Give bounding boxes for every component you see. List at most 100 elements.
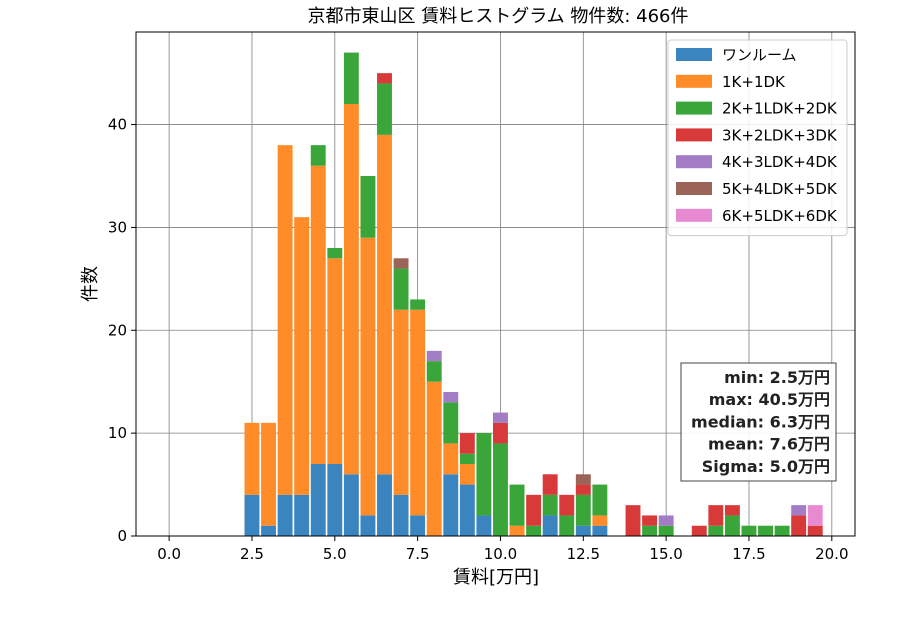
bar-segment <box>542 515 558 536</box>
bar-segment <box>642 525 658 536</box>
legend-swatch <box>676 182 712 195</box>
bar-segment <box>426 361 442 382</box>
bar-segment <box>724 505 740 516</box>
y-axis-ticks: 0 10 20 30 40 <box>108 116 136 545</box>
bar-segment <box>526 525 542 536</box>
y-tick-label: 20 <box>108 321 127 339</box>
legend-label: 2K+1LDK+2DK <box>722 100 838 118</box>
bar-segment <box>625 505 641 536</box>
bar-segment <box>575 494 591 526</box>
bar-segment <box>658 525 674 536</box>
bar-segment <box>807 505 823 526</box>
bar-segment <box>791 505 807 516</box>
bar-segment <box>327 464 343 536</box>
bar-segment <box>575 474 591 485</box>
bar-segment <box>774 525 790 536</box>
stats-box: min: 2.5万円 max: 40.5万円 median: 6.3万円 mean: … <box>680 362 837 482</box>
y-tick-label: 0 <box>117 527 127 545</box>
stats-line: Sigma: 5.0万円 <box>702 457 830 476</box>
bar-segment <box>393 494 409 536</box>
bar-segment <box>476 515 492 536</box>
legend-label: 4K+3LDK+4DK <box>722 153 838 171</box>
bar-segment <box>410 299 426 310</box>
legend-label: 3K+2LDK+3DK <box>722 126 838 144</box>
bar-segment <box>443 402 459 444</box>
bar-segment <box>493 422 508 444</box>
bar-segment <box>592 525 608 536</box>
bar-segment <box>310 165 326 464</box>
legend-frame <box>667 39 848 237</box>
x-tick-label: 2.5 <box>240 545 264 563</box>
bar-segment <box>542 474 558 495</box>
bar-segment <box>377 73 392 84</box>
bar-segment <box>294 217 310 495</box>
bar-segment <box>575 484 591 495</box>
x-tick-label: 17.5 <box>732 545 765 563</box>
bar-segment <box>393 258 409 269</box>
bar-segment <box>443 443 459 475</box>
bar-segment <box>410 309 426 516</box>
legend-label: 5K+4LDK+5DK <box>722 180 838 198</box>
bar-segment <box>360 237 376 516</box>
bar-segment <box>343 104 359 475</box>
y-axis-title: 件数 <box>80 266 101 302</box>
bar-segment <box>294 494 310 536</box>
stats-frame <box>680 362 837 482</box>
bar-segment <box>360 515 376 536</box>
legend-swatch <box>676 208 712 222</box>
bar-segment <box>360 176 376 238</box>
bar-segment <box>658 515 674 526</box>
x-axis-ticks: 0.0 2.5 5.0 7.5 10.0 12.5 15.0 17.5 20.0 <box>157 536 849 563</box>
bar-segment <box>459 433 475 454</box>
bar-segment <box>493 412 508 423</box>
bar-segment <box>393 309 409 495</box>
bar-segment <box>592 484 608 516</box>
bar-segment <box>410 515 426 536</box>
y-tick-label: 10 <box>108 424 127 442</box>
bar-segment <box>476 433 492 516</box>
x-axis-title: 賃料[万円] <box>453 567 539 588</box>
bar-segment <box>443 392 459 403</box>
bar-segment <box>807 525 823 536</box>
stats-line: max: 40.5万円 <box>709 390 830 409</box>
bars <box>244 52 823 536</box>
bar-segment <box>708 505 724 526</box>
bar-segment <box>642 515 658 526</box>
x-tick-label: 0.0 <box>157 545 181 563</box>
bar-segment <box>542 494 558 516</box>
bar-segment <box>327 258 343 464</box>
bar-segment <box>741 525 757 536</box>
bar-segment <box>426 350 442 362</box>
bar-segment <box>575 525 591 536</box>
legend-label: 1K+1DK <box>722 73 786 91</box>
bar-segment <box>509 484 525 526</box>
x-tick-label: 15.0 <box>649 545 682 563</box>
bar-segment <box>244 494 260 536</box>
bar-segment <box>310 145 326 166</box>
legend-label: ワンルーム <box>722 46 797 64</box>
legend-swatch <box>676 155 712 169</box>
legend-swatch <box>676 128 712 142</box>
bar-segment <box>327 248 343 259</box>
bar-segment <box>559 515 575 536</box>
y-tick-label: 40 <box>108 116 127 134</box>
legend-label: 6K+5LDK+6DK <box>722 207 838 225</box>
bar-segment <box>708 525 724 536</box>
bar-segment <box>724 515 740 536</box>
stats-line: min: 2.5万円 <box>724 368 830 387</box>
bar-segment <box>443 474 459 536</box>
bar-segment <box>261 525 276 536</box>
bar-segment <box>459 464 475 485</box>
bar-segment <box>691 525 707 536</box>
bar-segment <box>791 515 807 536</box>
bar-segment <box>310 464 326 536</box>
bar-segment <box>459 453 475 464</box>
bar-segment <box>509 525 525 536</box>
bar-segment <box>277 145 293 495</box>
bar-segment <box>592 515 608 526</box>
x-tick-label: 20.0 <box>815 545 848 563</box>
x-tick-label: 10.0 <box>484 545 517 563</box>
bar-segment <box>393 268 409 310</box>
legend-swatch <box>676 101 712 115</box>
bar-segment <box>377 83 392 135</box>
